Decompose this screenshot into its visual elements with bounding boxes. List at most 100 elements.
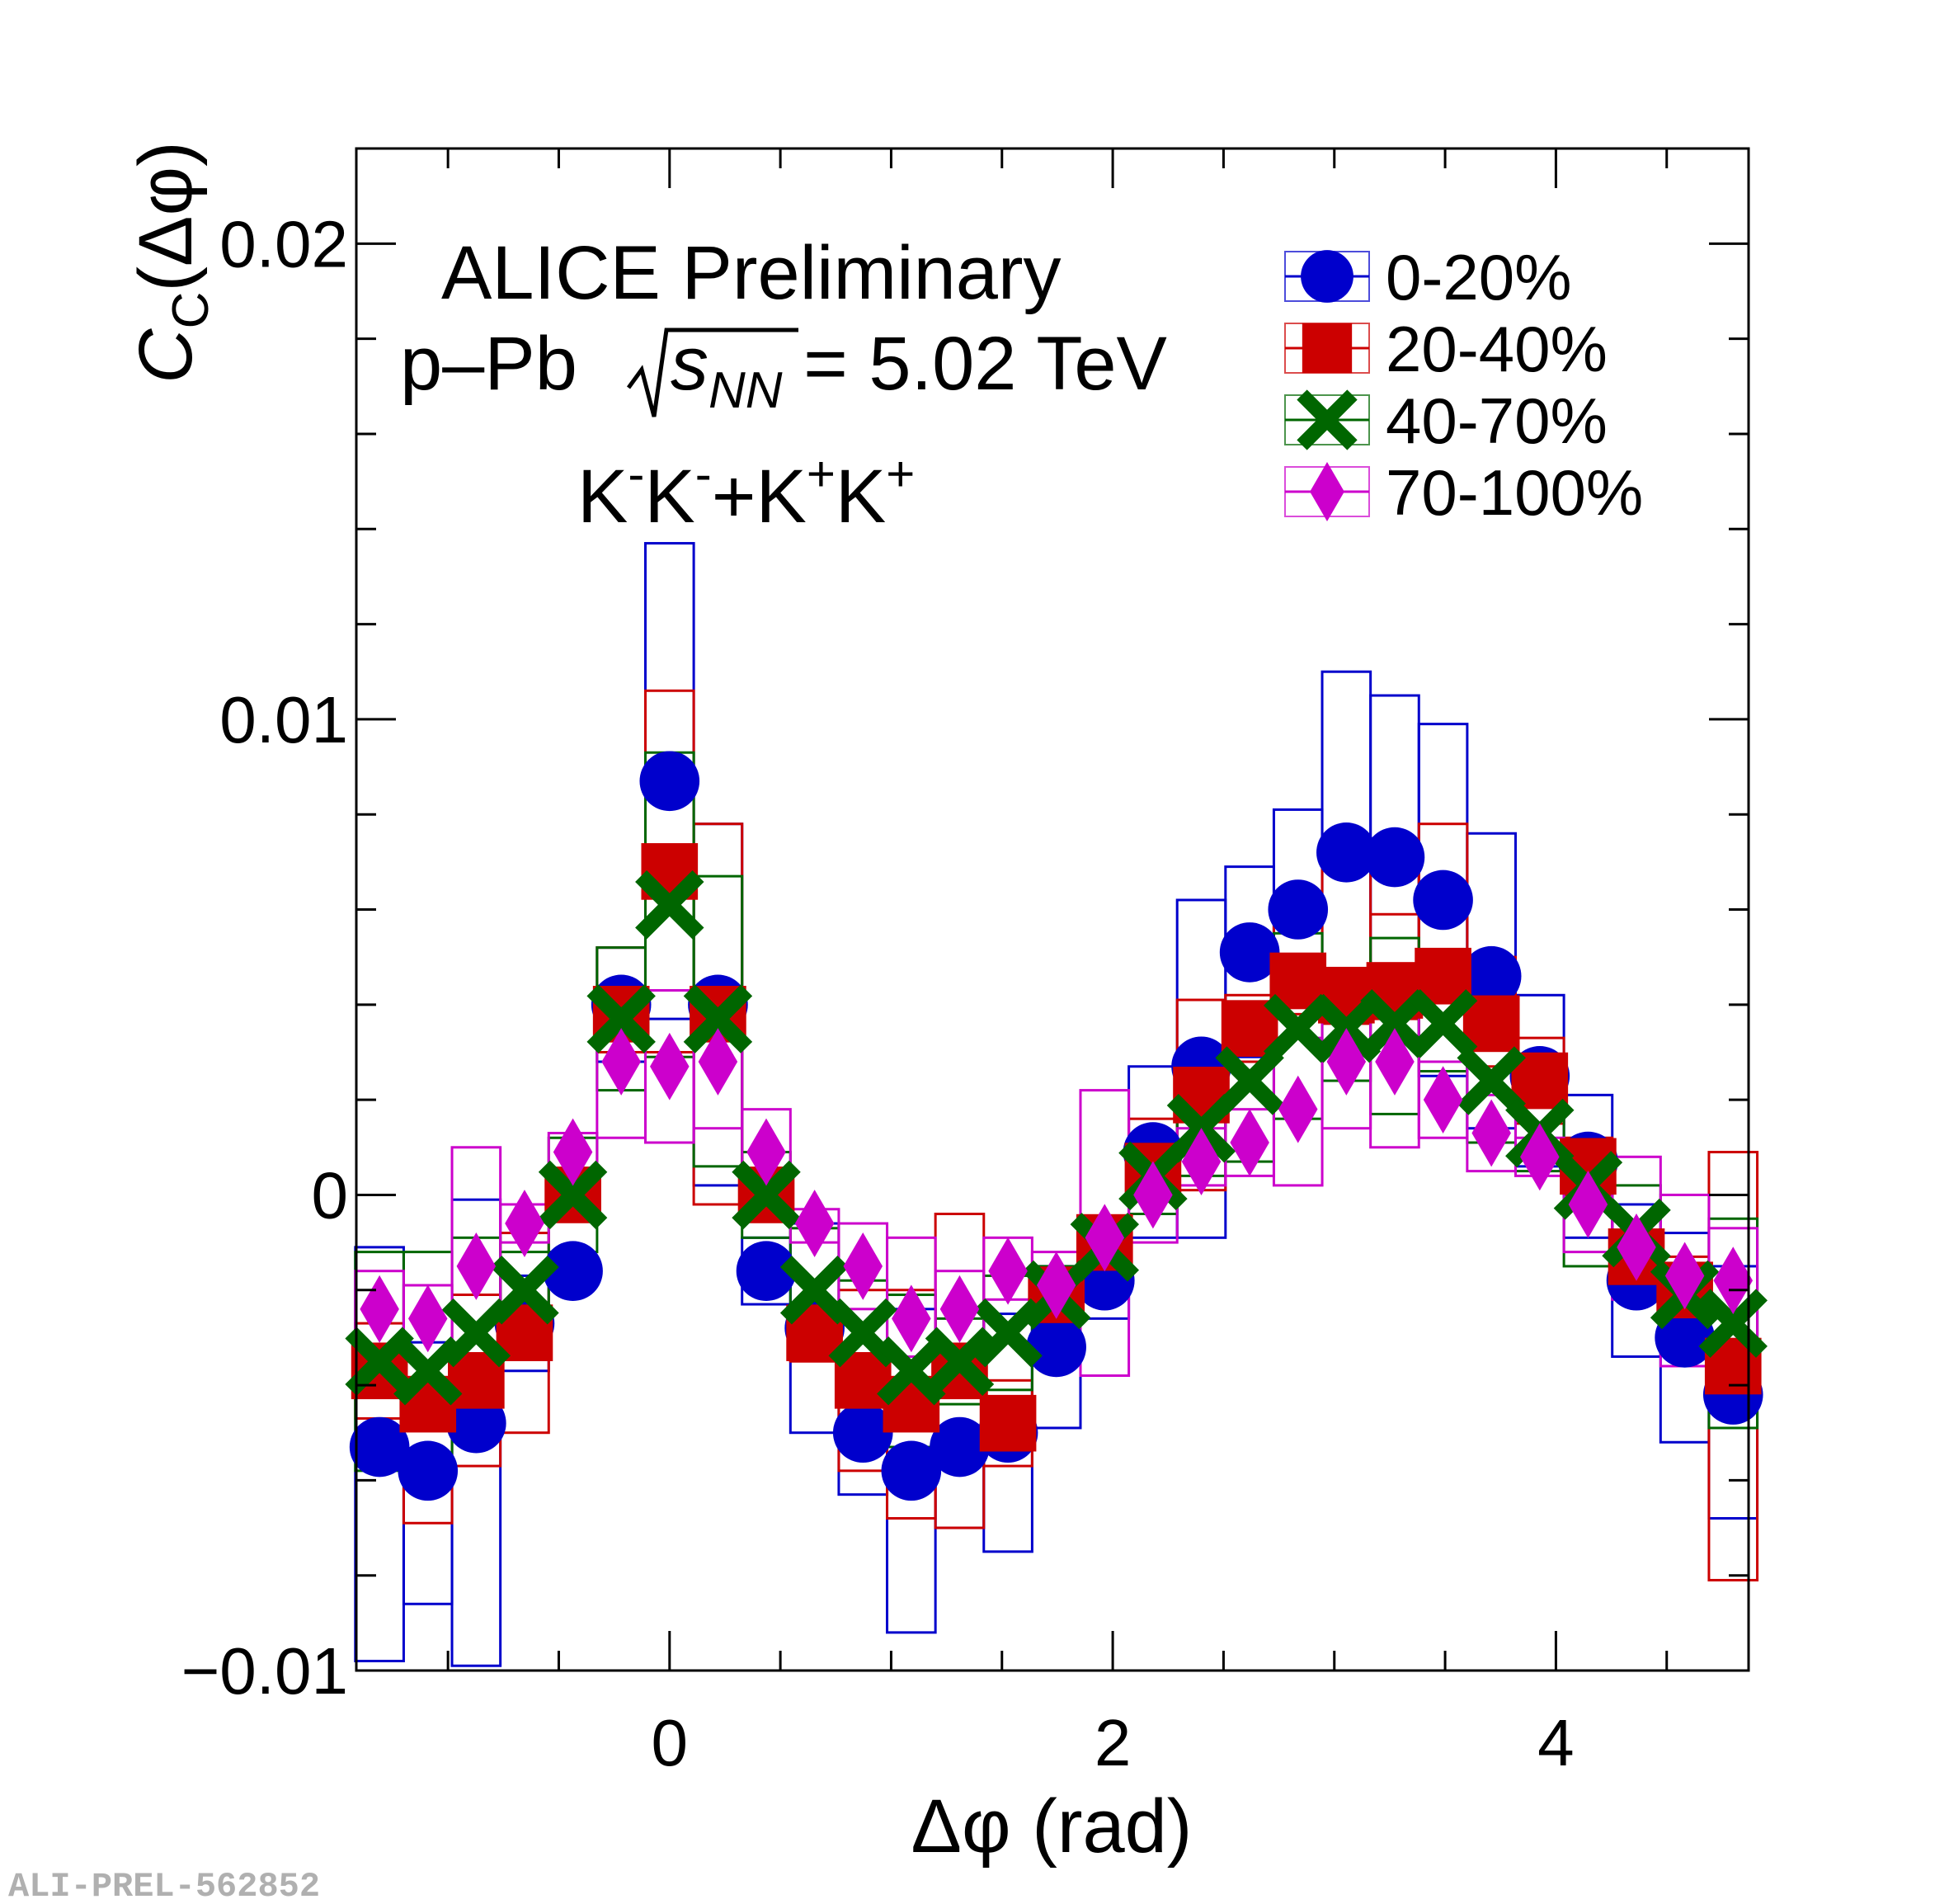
marker-circle xyxy=(1461,945,1522,1006)
y-tick-label: 0.01 xyxy=(219,683,348,756)
system-label: K-K-+K+K+ xyxy=(577,446,915,539)
marker-diamond xyxy=(360,1275,399,1343)
marker-cross xyxy=(635,870,704,940)
y-tick-label: −0.01 xyxy=(181,1634,348,1708)
marker-cross xyxy=(538,1160,608,1230)
marker-circle xyxy=(1026,1317,1086,1378)
marker-cross xyxy=(1457,1046,1526,1115)
marker-cross xyxy=(1264,993,1333,1063)
marker-circle xyxy=(736,1241,797,1301)
energy-label: p–Pb sNN = 5.02 TeV xyxy=(400,322,1167,419)
marker-square xyxy=(1302,323,1353,374)
x-tick-label: 0 xyxy=(652,1706,689,1779)
svg-text:p–Pb: p–Pb xyxy=(400,322,577,406)
marker-cross xyxy=(683,984,753,1053)
marker-diamond xyxy=(1568,1171,1608,1238)
sys-box xyxy=(1466,1093,1517,1173)
chart-title: ALICE Preliminary xyxy=(441,231,1062,315)
marker-cross xyxy=(345,1327,414,1396)
marker-diamond xyxy=(892,1284,931,1353)
marker-cross xyxy=(1297,389,1358,450)
marker-cross xyxy=(1408,989,1478,1058)
marker-circle xyxy=(1655,1308,1715,1368)
marker-diamond xyxy=(1310,462,1344,521)
marker-circle xyxy=(543,1241,603,1301)
marker-cross xyxy=(779,1256,850,1325)
x-tick-label: 2 xyxy=(1095,1706,1132,1779)
y-tick-labels: −0.01 0 0.01 0.02 xyxy=(181,207,348,1708)
marker-diamond xyxy=(939,1275,980,1343)
y-axis-title-rest: (Δφ) xyxy=(124,141,208,291)
marker-circle xyxy=(1364,827,1425,888)
marker-diamond xyxy=(601,1028,641,1096)
marker-circle xyxy=(930,1416,990,1477)
marker-circle xyxy=(1301,250,1353,303)
marker-circle xyxy=(832,1402,893,1463)
energy-label-suffix: = 5.02 TeV xyxy=(783,322,1167,406)
marker-diamond xyxy=(1713,1247,1754,1315)
marker-diamond xyxy=(1230,1109,1269,1176)
marker-diamond xyxy=(1471,1099,1511,1167)
series-markers-3 xyxy=(360,1028,1754,1353)
marker-circle xyxy=(1413,870,1473,931)
marker-diamond xyxy=(650,1032,690,1100)
legend-entry: 0-20% xyxy=(1284,241,1571,313)
marker-diamond xyxy=(1278,1075,1318,1143)
marker-circle xyxy=(1268,879,1329,940)
x-tick-label: 4 xyxy=(1537,1706,1575,1779)
marker-diamond xyxy=(746,1118,786,1186)
svg-text:sNN = 5.02 TeV: sNN = 5.02 TeV xyxy=(671,322,1167,419)
marker-diamond xyxy=(1181,1128,1222,1195)
marker-diamond xyxy=(698,1028,738,1096)
marker-circle xyxy=(1219,922,1280,983)
marker-diamond xyxy=(1375,1028,1415,1096)
marker-cross xyxy=(490,1256,559,1325)
marker-cross xyxy=(586,984,656,1053)
marker-cross xyxy=(1360,989,1429,1058)
legend-entry: 70-100% xyxy=(1284,456,1643,529)
legend-label: 20-40% xyxy=(1386,313,1608,385)
marker-diamond xyxy=(1036,1251,1076,1319)
marker-diamond xyxy=(1326,1028,1367,1096)
energy-label-prefix: p–Pb xyxy=(400,322,577,406)
marker-circle xyxy=(639,751,700,812)
marker-diamond xyxy=(1664,1242,1705,1310)
energy-label-s: s xyxy=(671,322,709,406)
y-tick-label: 0 xyxy=(312,1158,349,1232)
energy-label-sub: NN xyxy=(709,362,783,419)
y-tick-label: 0.02 xyxy=(219,207,348,280)
legend-label: 70-100% xyxy=(1386,456,1643,529)
axis-ticks xyxy=(356,147,1749,1672)
marker-diamond xyxy=(1520,1123,1560,1191)
legend-label: 40-70% xyxy=(1386,384,1608,457)
svg-text:CC(Δφ): CC(Δφ) xyxy=(124,141,219,384)
y-axis-title-main: C xyxy=(124,328,208,384)
marker-diamond xyxy=(553,1118,593,1186)
legend-label: 0-20% xyxy=(1386,241,1571,313)
marker-cross xyxy=(925,1327,995,1396)
marker-circle xyxy=(349,1416,410,1477)
marker-diamond xyxy=(794,1190,835,1257)
marker-diamond xyxy=(407,1284,448,1353)
marker-diamond xyxy=(456,1232,497,1300)
marker-diamond xyxy=(843,1232,883,1300)
legend: 0-20%20-40%40-70%70-100% xyxy=(1284,241,1643,529)
watermark: ALI-PREL-562852 xyxy=(8,1867,320,1904)
marker-circle xyxy=(881,1440,942,1501)
marker-cross xyxy=(877,1336,946,1406)
marker-cross xyxy=(1215,1046,1284,1115)
data-markers xyxy=(345,751,1768,1501)
x-tick-labels: 0 2 4 xyxy=(652,1706,1575,1779)
marker-circle xyxy=(1316,822,1377,883)
marker-diamond xyxy=(988,1237,1028,1305)
marker-diamond xyxy=(1617,1213,1656,1281)
legend-entry: 20-40% xyxy=(1284,313,1608,385)
marker-square xyxy=(979,1394,1037,1452)
legend-entry: 40-70% xyxy=(1284,384,1608,457)
sqrt-symbol xyxy=(626,328,798,417)
marker-diamond xyxy=(1085,1204,1125,1272)
y-axis-title-sub: C xyxy=(162,292,219,329)
marker-diamond xyxy=(1133,1161,1173,1229)
marker-diamond xyxy=(1423,1066,1463,1134)
